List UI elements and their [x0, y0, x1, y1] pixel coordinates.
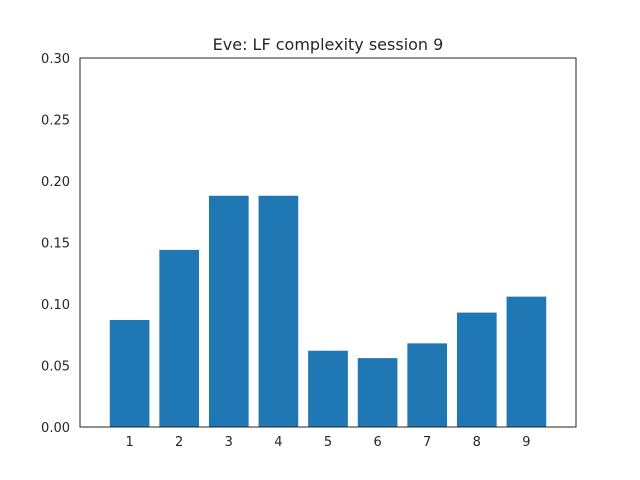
bars-group	[109, 195, 547, 427]
x-tick-label-4: 4	[274, 435, 282, 450]
x-tick-label-9: 9	[522, 435, 530, 450]
x-tick-label-8: 8	[473, 435, 481, 450]
y-tick-label-2: 0.10	[41, 298, 70, 313]
bar-2	[159, 249, 200, 427]
plot-frame	[79, 57, 577, 428]
bar-1	[109, 319, 150, 427]
bar-7	[407, 343, 448, 427]
y-tick-label-4: 0.20	[41, 175, 70, 190]
y-tick-label-3: 0.15	[41, 237, 70, 252]
bar-9	[506, 296, 547, 427]
x-tick-label-5: 5	[324, 435, 332, 450]
chart-title: Eve: LF complexity session 9	[213, 35, 444, 54]
x-tick-label-1: 1	[125, 435, 133, 450]
y-axis-ticks: 0.00 0.05 0.10 0.15 0.20 0.25 0.30	[41, 52, 70, 436]
y-tick-label-1: 0.05	[41, 360, 70, 375]
x-tick-label-6: 6	[373, 435, 381, 450]
y-tick-label-5: 0.25	[41, 114, 70, 129]
x-tick-label-3: 3	[225, 435, 233, 450]
y-tick-label-0: 0.00	[41, 421, 70, 436]
bar-3	[208, 195, 249, 427]
x-tick-label-2: 2	[175, 435, 183, 450]
y-tick-label-6: 0.30	[41, 52, 70, 67]
bar-5	[308, 350, 348, 427]
bar-6	[357, 358, 398, 427]
bar-8	[456, 312, 497, 427]
bar-4	[258, 195, 299, 427]
x-axis-ticks: 1 2 3 4 5 6 7 8 9	[125, 435, 530, 450]
x-tick-label-7: 7	[423, 435, 431, 450]
